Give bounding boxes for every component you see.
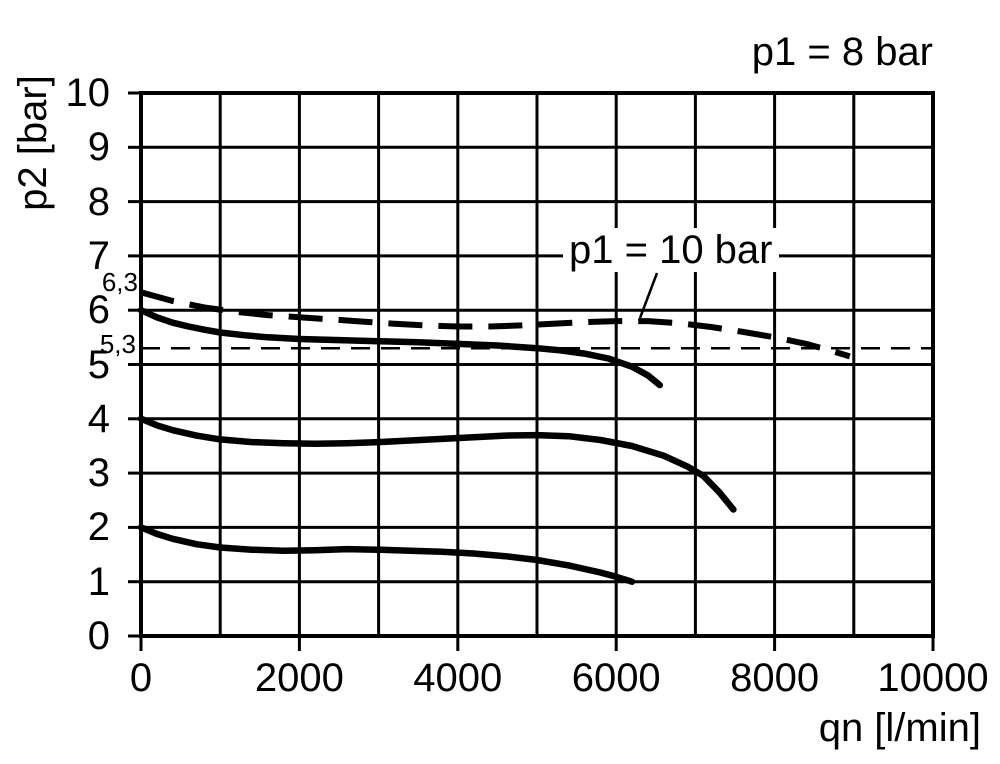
x-tick-label: 10000 [877,656,989,700]
y-tick-label: 2 [87,505,110,550]
x-tick-label: 6000 [571,656,661,700]
y-tick-label: 0 [87,614,110,658]
x-tick-label: 2000 [254,656,344,700]
x-tick-label: 4000 [413,656,503,700]
y-tick-label: 9 [87,125,110,170]
curve-solid-upper [137,306,664,389]
x-tick-label: 0 [129,656,153,700]
annotation-p1-10bar: p1 = 10 bar [563,228,779,272]
y-tick-label: 7 [87,233,110,278]
y-tick-label: 8 [87,179,110,224]
curve-p1-10-bar-dashed [140,289,851,360]
y-tick-label: 3 [87,451,110,496]
y-tick-label: 5 [87,342,110,387]
annotation-p1-8bar: p1 = 8 bar [751,30,933,74]
y-tick-label: 6 [87,288,110,333]
y-tick-label: 4 [87,396,110,441]
y-axis-title: p2 [bar] [11,75,55,211]
y-tick-label: 1 [87,559,110,604]
y-special-label-5-3: 5,3 [99,329,136,359]
curve-solid-middle [137,415,737,513]
annotation-leader-line [638,272,659,319]
y-tick-label: 10 [65,71,111,115]
curve-solid-lower [137,524,636,585]
x-tick-label: 8000 [730,656,820,700]
x-axis-title: qn [l/min] [818,706,981,750]
y-special-label-6-3: 6,3 [101,267,138,297]
